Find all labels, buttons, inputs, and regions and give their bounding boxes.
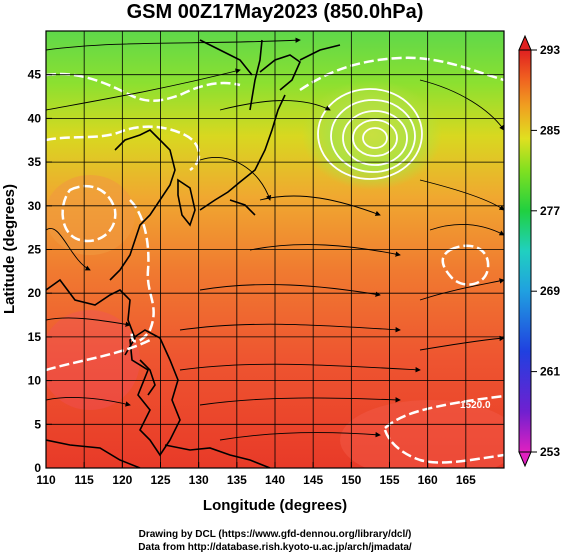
lat-tick-label: 25 [28,243,42,257]
streamlines [46,37,504,441]
warm-region-south [340,400,504,468]
lat-tick-label: 0 [34,461,41,475]
lon-tick-label: 140 [265,473,285,487]
lat-tick-label: 35 [28,155,42,169]
colorbar-tick-label: 253 [540,445,560,459]
lat-tick-label: 10 [28,374,42,388]
colorbar-tick-label: 277 [540,204,560,218]
warm-region-sw [46,310,140,410]
lon-tick-label: 120 [112,473,132,487]
lon-tick-label: 125 [150,473,170,487]
colorbar-top-arrow [518,34,532,51]
colorbar-ticks: 293 285 277 269 261 253 [531,43,560,459]
longitude-ticks: 110 115 120 125 130 135 140 145 150 155 160 165 [36,462,476,487]
coastlines [46,39,341,468]
colorbar-tick-label: 269 [540,284,560,298]
credit-data: Data from http://database.rish.kyoto-u.a… [138,542,412,553]
lat-tick-label: 5 [34,417,41,431]
warm-region [46,175,135,255]
y-axis-label: Latitude (degrees) [1,184,18,314]
lat-tick-label: 15 [28,330,42,344]
graticule [46,31,504,468]
lon-tick-label: 115 [74,473,94,487]
colorbar-body [518,49,532,453]
credit-drawing: Drawing by DCL (https://www.gfd-dennou.o… [139,529,412,540]
lat-tick-label: 20 [28,286,42,300]
figure-title: GSM 00Z17May2023 (850.0hPa) [127,1,424,23]
colorbar-tick-label: 293 [540,43,560,57]
lat-tick-label: 40 [28,111,42,125]
colorbar-tick-label: 261 [540,365,560,379]
low-pressure-region [302,80,442,190]
lon-tick-label: 150 [341,473,361,487]
lon-tick-label: 160 [418,473,438,487]
contour-label: 1520.0 [460,400,491,411]
lon-tick-label: 145 [303,473,323,487]
latitude-ticks: 0 5 10 15 20 25 30 35 40 45 [28,68,52,475]
colorbar-tick-label: 285 [540,123,560,137]
plot-area: 1520.0 [46,31,504,468]
lon-tick-label: 135 [227,473,247,487]
x-axis-label: Longitude (degrees) [203,497,347,514]
lon-tick-label: 110 [36,473,56,487]
colorbar: 293 285 277 269 261 253 [518,34,560,468]
lat-tick-label: 30 [28,199,42,213]
lat-tick-label: 45 [28,68,42,82]
lon-tick-label: 165 [456,473,476,487]
low-circulation [317,88,423,180]
lon-tick-label: 155 [379,473,399,487]
lon-tick-label: 130 [189,473,209,487]
colorbar-bottom-arrow [518,451,532,468]
